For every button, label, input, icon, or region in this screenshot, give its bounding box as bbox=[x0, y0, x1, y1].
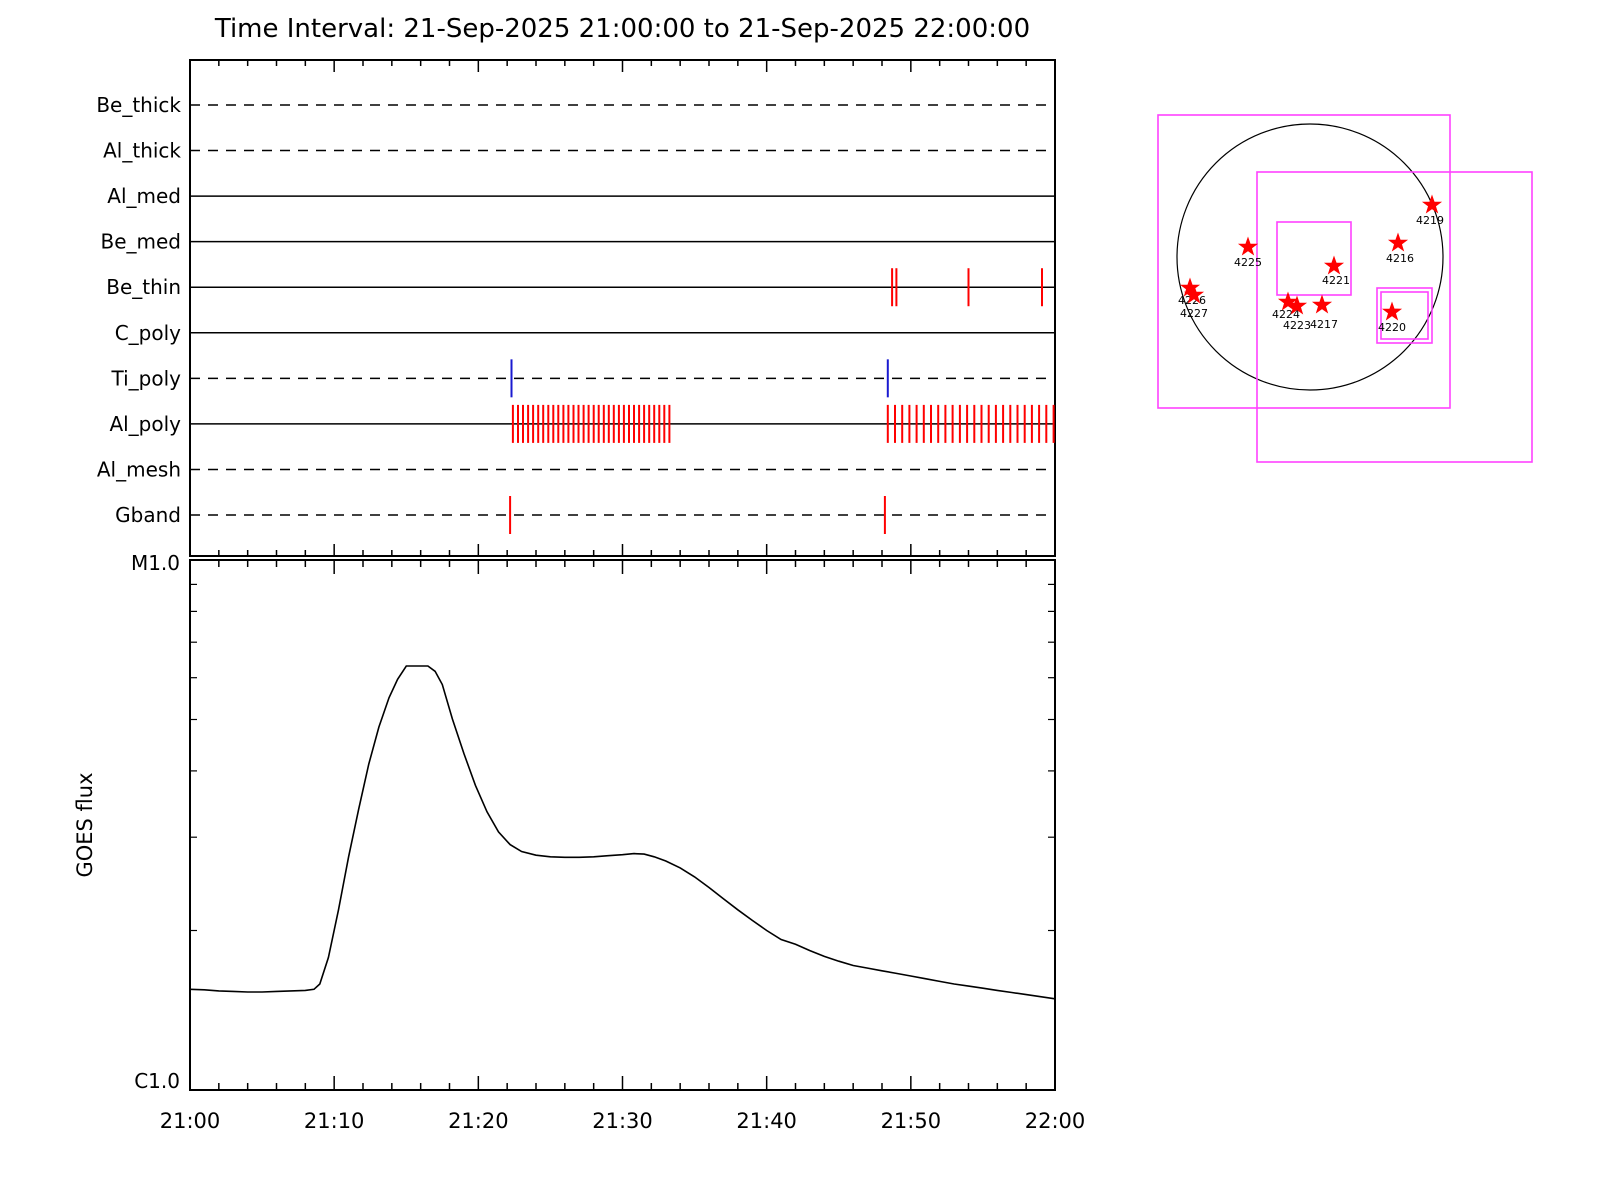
fov-rect bbox=[1276, 221, 1352, 296]
filter-row-label: C_poly bbox=[115, 321, 181, 345]
timeline-and-goes-plots: Be_thick Al_thick Al_med Be_med Be_thin C_pol… bbox=[73, 59, 1086, 1133]
chart-title: Time Interval: 21-Sep-2025 21:00:00 to 2… bbox=[214, 14, 1031, 44]
filter-row-label: Gband bbox=[115, 503, 181, 527]
active-region-label: 4223 bbox=[1283, 319, 1311, 332]
filter-row-label: Al_med bbox=[107, 184, 181, 208]
active-region-label: 4216 bbox=[1386, 252, 1414, 265]
y-axis-top-label: M1.0 bbox=[131, 551, 180, 575]
active-region-label: 4220 bbox=[1378, 321, 1406, 334]
fov-rect bbox=[1157, 114, 1451, 409]
filter-row-label: Al_mesh bbox=[97, 457, 181, 481]
active-region-label: 4219 bbox=[1416, 214, 1444, 227]
goes-panel-border bbox=[189, 559, 1056, 1091]
x-axis-tick-label: 21:30 bbox=[592, 1109, 653, 1133]
fov-rect bbox=[1376, 287, 1433, 344]
timeline-panel-border bbox=[189, 59, 1056, 557]
x-axis-tick-label: 22:00 bbox=[1025, 1109, 1086, 1133]
active-region-star bbox=[1387, 232, 1409, 252]
active-region-star bbox=[1311, 294, 1333, 314]
x-axis-tick-label: 21:40 bbox=[736, 1109, 797, 1133]
active-region-star bbox=[1183, 284, 1205, 304]
filter-row-label: Al_thick bbox=[103, 139, 181, 163]
active-region-star bbox=[1323, 255, 1345, 275]
y-axis-bottom-label: C1.0 bbox=[134, 1069, 180, 1093]
active-region-star bbox=[1237, 236, 1259, 256]
active-region-star bbox=[1421, 194, 1443, 214]
active-region-label: 4221 bbox=[1322, 274, 1350, 287]
x-axis-tick-label: 21:00 bbox=[160, 1109, 221, 1133]
filter-row-label: Be_thick bbox=[96, 93, 181, 117]
goes-flux-axis-title: GOES flux bbox=[73, 772, 97, 877]
active-region-star bbox=[1381, 301, 1403, 321]
x-axis-tick-label: 21:20 bbox=[448, 1109, 509, 1133]
active-region-star bbox=[1179, 277, 1201, 297]
active-region-star bbox=[1277, 291, 1299, 311]
fov-rect bbox=[1380, 291, 1429, 340]
active-region-label: 4227 bbox=[1180, 307, 1208, 320]
goes-flux-curve bbox=[189, 665, 1056, 1000]
solar-region-map: 4219422542164221422642274224422342174220 bbox=[1157, 114, 1533, 463]
solar-limb-circle bbox=[1176, 123, 1444, 391]
filter-row-label: Be_med bbox=[100, 230, 181, 254]
active-region-label: 4217 bbox=[1310, 318, 1338, 331]
active-region-label: 4225 bbox=[1234, 256, 1262, 269]
fov-rect bbox=[1256, 171, 1533, 463]
filter-row-label: Be_thin bbox=[106, 275, 181, 299]
filter-row-label: Al_poly bbox=[109, 412, 181, 436]
x-axis-tick-label: 21:10 bbox=[304, 1109, 365, 1133]
x-axis-tick-label: 21:50 bbox=[881, 1109, 942, 1133]
active-region-star bbox=[1286, 295, 1308, 315]
filter-row-label: Ti_poly bbox=[111, 366, 182, 390]
